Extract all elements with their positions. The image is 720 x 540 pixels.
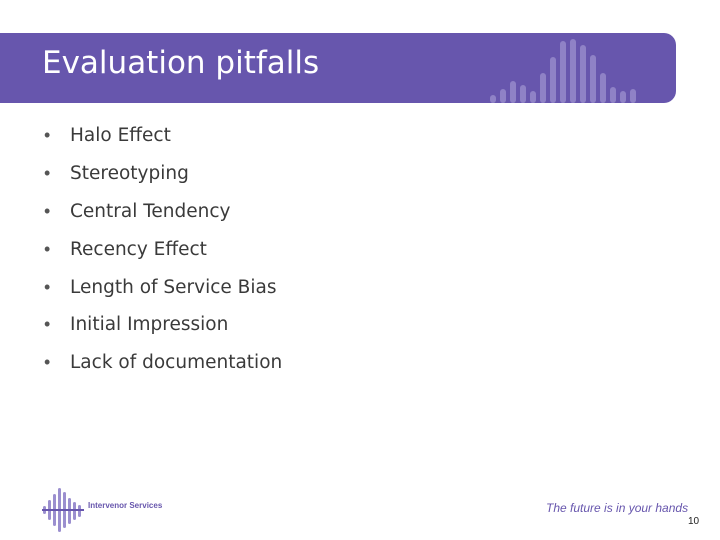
sound-wave-bars-icon [490, 39, 636, 103]
list-item-text: Lack of documentation [70, 352, 283, 374]
list-item: • Recency Effect [44, 230, 282, 268]
sound-wave-bars-icon [42, 488, 84, 532]
logo-text: Intervenor Services [88, 501, 163, 510]
bullet-marker: • [44, 276, 51, 297]
bullet-marker: • [44, 352, 51, 373]
bullet-marker: • [44, 200, 51, 221]
page-number: 10 [688, 516, 700, 527]
list-item: • Lack of documentation [44, 344, 282, 382]
slide-title: Evaluation pitfalls [42, 45, 320, 81]
title-banner: Evaluation pitfalls [0, 33, 676, 103]
bullet-marker: • [44, 125, 51, 146]
list-item: • Stereotyping [44, 155, 282, 193]
list-item-text: Recency Effect [70, 238, 207, 260]
list-item: • Initial Impression [44, 306, 282, 344]
list-item: • Length of Service Bias [44, 268, 282, 306]
list-item-text: Central Tendency [70, 200, 231, 222]
bullet-marker: • [44, 238, 51, 259]
list-item-text: Initial Impression [70, 314, 229, 336]
list-item: • Halo Effect [44, 117, 282, 155]
bullet-marker: • [44, 314, 51, 335]
list-item: • Central Tendency [44, 193, 282, 231]
bullet-list: • Halo Effect • Stereotyping • Central T… [44, 117, 282, 382]
bullet-marker: • [44, 163, 51, 184]
list-item-text: Stereotyping [70, 163, 189, 185]
tagline: The future is in your hands [546, 501, 689, 515]
list-item-text: Halo Effect [70, 125, 171, 147]
list-item-text: Length of Service Bias [70, 276, 277, 298]
